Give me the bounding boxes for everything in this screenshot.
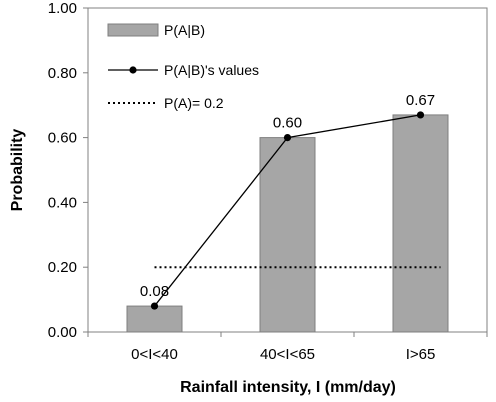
line-point [416, 111, 425, 119]
y-tick-label: 0.40 [48, 194, 77, 211]
plot-area: 0.00 0.20 0.40 0.60 0.80 1.00 0<I<40 40<I<65 I>6… [48, 0, 488, 363]
data-label: 0.60 [273, 115, 302, 132]
legend-swatch-point [129, 66, 137, 74]
legend-label: P(A)= 0.2 [164, 95, 224, 111]
x-tick-label: I>65 [406, 346, 436, 363]
y-tick-label: 0.00 [48, 324, 77, 341]
line-point [283, 134, 292, 142]
bar [259, 137, 316, 333]
legend: P(A|B) P(A|B)'s values P(A)= 0.2 [107, 22, 259, 111]
data-label: 0.67 [406, 92, 435, 109]
y-tick-label: 1.00 [48, 0, 77, 17]
bar [126, 305, 183, 333]
x-tick-label: 40<I<65 [260, 346, 315, 363]
y-axis-title: Probability [9, 129, 26, 212]
legend-swatch-bar [107, 23, 159, 37]
y-tick-label: 0.60 [48, 130, 77, 147]
x-tick-label: 0<I<40 [131, 346, 178, 363]
legend-label: P(A|B) [164, 22, 205, 38]
data-label: 0.08 [140, 283, 169, 300]
y-tick-label: 0.20 [48, 259, 77, 276]
bar [392, 114, 449, 333]
legend-label: P(A|B)'s values [164, 62, 259, 78]
y-tick-label: 0.80 [48, 65, 77, 82]
x-axis-title: Rainfall intensity, I (mm/day) [180, 379, 396, 396]
line-point [150, 302, 159, 310]
